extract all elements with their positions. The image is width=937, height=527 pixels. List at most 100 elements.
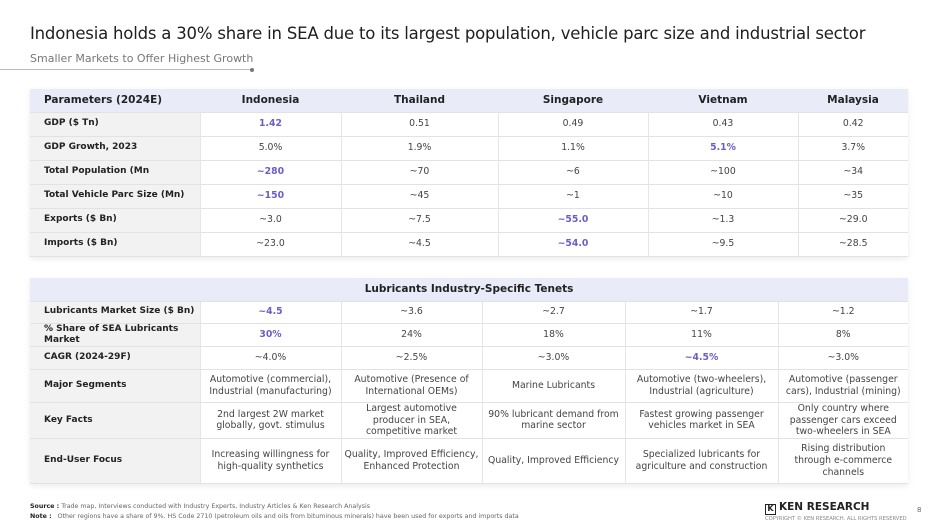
table-cell: 5.0% xyxy=(199,136,341,161)
table-cell: Automotive (two-wheelers), Industrial (a… xyxy=(624,369,778,403)
table-cell: ~3.0% xyxy=(777,346,909,370)
table-cell: ~1 xyxy=(497,184,648,209)
table-cell: 0.43 xyxy=(647,112,798,137)
row-label: Key Facts xyxy=(30,402,200,439)
table-cell: 8% xyxy=(777,323,909,347)
column-header: Indonesia xyxy=(200,89,341,113)
table-row: Imports ($ Bn) ~23.0 ~4.5 ~54.0 ~9.5 ~28.5 xyxy=(30,232,908,257)
column-header: Thailand xyxy=(341,89,498,113)
divider xyxy=(0,67,254,72)
table-cell: ~70 xyxy=(340,160,498,185)
row-label: Major Segments xyxy=(30,369,200,403)
row-label: Lubricants Market Size ($ Bn) xyxy=(30,301,200,324)
table-cell: 0.51 xyxy=(340,112,498,137)
table-row: CAGR (2024-29F) ~4.0% ~2.5% ~3.0% ~4.5% ~3.0% xyxy=(30,346,909,370)
table-cell: Automotive (passenger cars), Industrial … xyxy=(777,369,909,403)
table-row: End-User Focus Increasing willingness for… xyxy=(30,438,909,484)
table-cell: ~1.7 xyxy=(624,301,778,324)
table-cell: Specialized lubricants for agriculture a… xyxy=(624,438,778,484)
column-header: Vietnam xyxy=(648,89,798,113)
table-cell: Automotive (commercial), Industrial (man… xyxy=(199,369,341,403)
table-cell: ~28.5 xyxy=(797,232,908,257)
table-cell: Quality, Improved Efficiency, Enhanced P… xyxy=(340,438,482,484)
table-cell: 0.42 xyxy=(797,112,908,137)
table-cell: ~45 xyxy=(340,184,498,209)
table-cell: 30% xyxy=(199,323,341,347)
table-cell: ~35 xyxy=(797,184,908,209)
table-cell: 24% xyxy=(340,323,482,347)
table-row: Key Facts 2nd largest 2W market globally,… xyxy=(30,402,909,439)
row-label: Total Vehicle Parc Size (Mn) xyxy=(30,184,200,209)
table-row: % Share of SEA Lubricants Market 30% 24% 18… xyxy=(30,323,909,347)
ken-logo-icon: K xyxy=(765,504,776,515)
copyright: COPYRIGHT © KEN RESEARCH. ALL RIGHTS RES… xyxy=(765,516,907,522)
column-header: Malaysia xyxy=(798,89,908,113)
table-cell: ~34 xyxy=(797,160,908,185)
table-cell: ~6 xyxy=(497,160,648,185)
row-label: CAGR (2024-29F) xyxy=(30,346,200,370)
table-cell: 1.42 xyxy=(199,112,341,137)
table-cell: ~55.0 xyxy=(497,208,648,233)
table-cell: ~23.0 xyxy=(199,232,341,257)
table-cell: ~29.0 xyxy=(797,208,908,233)
table-cell: ~1.3 xyxy=(647,208,798,233)
table-cell: ~4.5% xyxy=(624,346,778,370)
table-row: Total Vehicle Parc Size (Mn) ~150 ~45 ~1 ~10… xyxy=(30,184,908,209)
table-cell: 0.49 xyxy=(497,112,648,137)
column-header: Parameters (2024E) xyxy=(30,89,200,113)
table-row: Exports ($ Bn) ~3.0 ~7.5 ~55.0 ~1.3 ~29.0 xyxy=(30,208,908,233)
note-text: Other regions have a share of 9%. HS Cod… xyxy=(57,513,519,520)
brand-name: KEN RESEARCH xyxy=(779,501,870,513)
table-cell: 1.9% xyxy=(340,136,498,161)
table-cell: 90% lubricant demand from marine sector xyxy=(481,402,625,439)
table-cell: Automotive (Presence of International OE… xyxy=(340,369,482,403)
row-label: GDP ($ Tn) xyxy=(30,112,200,137)
table-cell: ~4.0% xyxy=(199,346,341,370)
table-cell: Largest automotive producer in SEA, comp… xyxy=(340,402,482,439)
table-cell: ~2.7 xyxy=(481,301,625,324)
row-label: Exports ($ Bn) xyxy=(30,208,200,233)
table-cell: ~4.5 xyxy=(199,301,341,324)
table-cell: ~10 xyxy=(647,184,798,209)
table-cell: 3.7% xyxy=(797,136,908,161)
table-row: GDP ($ Tn) 1.42 0.51 0.49 0.43 0.42 xyxy=(30,112,908,137)
source-label: Source : xyxy=(30,503,60,510)
table-cell: ~100 xyxy=(647,160,798,185)
column-header: Singapore xyxy=(498,89,648,113)
source-text: Trade map, Interviews conducted with Ind… xyxy=(61,503,371,510)
country-parameters-table: Parameters (2024E) Indonesia Thailand Singa… xyxy=(30,89,908,257)
row-label: End-User Focus xyxy=(30,438,200,484)
table-cell: Fastest growing passenger vehicles marke… xyxy=(624,402,778,439)
table-cell: Only country where passenger cars exceed… xyxy=(777,402,909,439)
table-cell: ~4.5 xyxy=(340,232,498,257)
lubricants-tenets-table: Lubricants Industry-Specific Tenets Lubri… xyxy=(30,278,909,484)
table-cell: Marine Lubricants xyxy=(481,369,625,403)
brand-logo: K KEN RESEARCH xyxy=(765,501,869,515)
table-row: GDP Growth, 2023 5.0% 1.9% 1.1% 5.1% 3.7% xyxy=(30,136,908,161)
table-cell: ~3.0 xyxy=(199,208,341,233)
table-title: Lubricants Industry-Specific Tenets xyxy=(30,278,909,302)
table-cell: ~3.0% xyxy=(481,346,625,370)
table-cell: ~280 xyxy=(199,160,341,185)
table-cell: ~1.2 xyxy=(777,301,909,324)
table-row: Total Population (Mn ~280 ~70 ~6 ~100 ~34 xyxy=(30,160,908,185)
table-cell: Quality, Improved Efficiency xyxy=(481,438,625,484)
page-subtitle: Smaller Markets to Offer Highest Growth xyxy=(30,52,254,65)
row-label: Total Population (Mn xyxy=(30,160,200,185)
footer-notes: Source : Trade map, Interviews conducted… xyxy=(30,502,519,522)
table-cell: ~9.5 xyxy=(647,232,798,257)
row-label: GDP Growth, 2023 xyxy=(30,136,200,161)
table-cell: ~2.5% xyxy=(340,346,482,370)
page-title: Indonesia holds a 30% share in SEA due t… xyxy=(30,24,866,43)
table-cell: ~3.6 xyxy=(340,301,482,324)
table-cell: 5.1% xyxy=(647,136,798,161)
table-cell: Increasing willingness for high-quality … xyxy=(199,438,341,484)
table-row: Lubricants Market Size ($ Bn) ~4.5 ~3.6 ~2.… xyxy=(30,301,909,324)
row-label: Imports ($ Bn) xyxy=(30,232,200,257)
page-number: 8 xyxy=(917,506,922,514)
table-cell: 18% xyxy=(481,323,625,347)
table-cell: ~7.5 xyxy=(340,208,498,233)
table-cell: 1.1% xyxy=(497,136,648,161)
table-cell: ~150 xyxy=(199,184,341,209)
table-cell: 2nd largest 2W market globally, govt. st… xyxy=(199,402,341,439)
